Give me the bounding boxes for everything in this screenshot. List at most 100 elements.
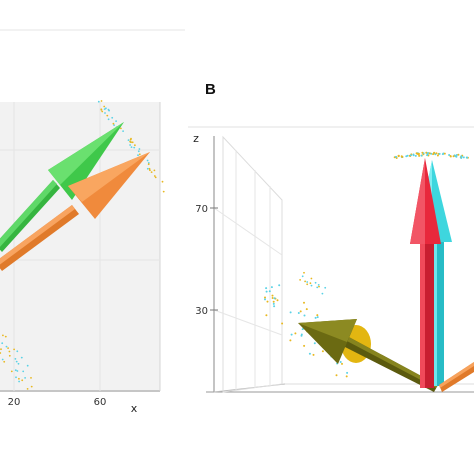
scatter-point — [273, 305, 276, 308]
scatter-point — [1, 358, 4, 361]
scatter-point — [273, 297, 276, 300]
scatter-point — [127, 139, 130, 142]
scatter-point — [162, 190, 165, 193]
scatter-point — [1, 342, 4, 345]
scatter-point — [26, 388, 29, 390]
scatter-point — [22, 370, 25, 373]
scatter-point — [107, 108, 110, 111]
scatter-point — [17, 362, 20, 365]
scatter-point — [308, 352, 311, 355]
panel-a: 20 60 x — [0, 96, 173, 415]
scatter-point — [105, 107, 107, 110]
panel-b-arrow-olive — [298, 319, 438, 392]
scatter-point — [20, 356, 23, 359]
scatter-point — [412, 154, 415, 157]
scatter-point — [314, 281, 317, 284]
scatter-point — [120, 127, 122, 130]
scatter-point — [414, 154, 417, 157]
scatter-point — [457, 153, 460, 156]
scatter-point — [18, 380, 20, 383]
scatter-point — [154, 176, 157, 179]
scatter-point — [290, 333, 293, 336]
scatter-point — [134, 144, 136, 147]
scatter-point — [96, 96, 98, 98]
scatter-point — [265, 287, 268, 290]
scatter-point — [7, 347, 9, 349]
scatter-point — [436, 154, 439, 157]
scatter-point — [100, 100, 103, 102]
scatter-point — [112, 122, 115, 125]
scatter-point — [341, 362, 343, 365]
scatter-point — [301, 275, 304, 278]
scatter-point — [133, 146, 136, 149]
scatter-point — [316, 314, 319, 317]
scatter-point — [313, 342, 316, 345]
panel-a-x-axis-label: x — [131, 402, 138, 415]
scatter-point — [281, 322, 284, 325]
scatter-point — [8, 354, 11, 357]
scatter-point — [107, 118, 110, 121]
scatter-point — [0, 348, 2, 351]
scatter-point — [345, 375, 348, 378]
scatter-point — [10, 370, 13, 373]
scatter-point — [409, 154, 412, 157]
scatter-point — [161, 180, 164, 183]
scatter-point — [306, 283, 309, 286]
scatter-point — [305, 308, 308, 311]
scatter-point — [130, 141, 133, 144]
scatter-point — [303, 314, 306, 317]
scatter-point — [306, 281, 309, 283]
scatter-point — [309, 282, 312, 285]
scatter-point — [14, 369, 17, 372]
scatter-point — [264, 296, 266, 299]
scatter-point — [466, 156, 468, 159]
scatter-point — [289, 339, 292, 342]
scatter-point — [276, 299, 279, 302]
scatter-point — [303, 271, 305, 274]
scatter-point — [417, 153, 419, 155]
scatter-point — [452, 155, 455, 158]
scatter-point — [171, 195, 173, 197]
scatter-point — [111, 116, 114, 119]
scatter-point — [460, 157, 463, 159]
scatter-point — [297, 312, 300, 314]
scatter-point — [101, 110, 104, 113]
scatter-point — [435, 152, 438, 155]
panel-b-label: B — [205, 81, 216, 98]
scatter-point — [335, 374, 338, 377]
scatter-point — [303, 344, 306, 347]
panel-b-z-tick-label: 30 — [195, 306, 208, 317]
scatter-point — [168, 197, 170, 199]
scatter-point — [438, 152, 441, 155]
scatter-point — [15, 360, 18, 363]
scatter-point — [395, 155, 397, 158]
scatter-point — [432, 153, 435, 156]
scatter-point — [400, 155, 403, 158]
scatter-point — [147, 162, 150, 164]
scatter-point — [268, 290, 271, 293]
scatter-point — [16, 370, 19, 372]
scatter-point — [314, 316, 317, 319]
scatter-point — [294, 332, 297, 335]
scatter-point — [321, 292, 324, 295]
scatter-point — [153, 169, 156, 172]
scatter-point — [316, 316, 319, 319]
scatter-point — [148, 167, 151, 170]
panel-b-z-tick-label: 70 — [195, 204, 208, 215]
scatter-point — [420, 154, 423, 157]
scatter-point — [316, 286, 319, 289]
panel-a-arrow-orange — [0, 152, 150, 271]
panel-b-arrow-red — [410, 158, 441, 388]
scatter-point — [421, 151, 424, 154]
scatter-point — [171, 194, 173, 196]
scatter-point — [264, 298, 266, 301]
scatter-point — [346, 371, 349, 374]
scatter-point — [138, 148, 141, 150]
scatter-point — [318, 285, 320, 288]
scatter-point — [26, 364, 29, 367]
panel-a-x-tick-label: 20 — [8, 397, 21, 408]
scatter-point — [321, 350, 324, 353]
panel-b-arrow-orange — [439, 362, 474, 392]
scatter-point — [100, 109, 103, 111]
scatter-point — [271, 297, 274, 299]
